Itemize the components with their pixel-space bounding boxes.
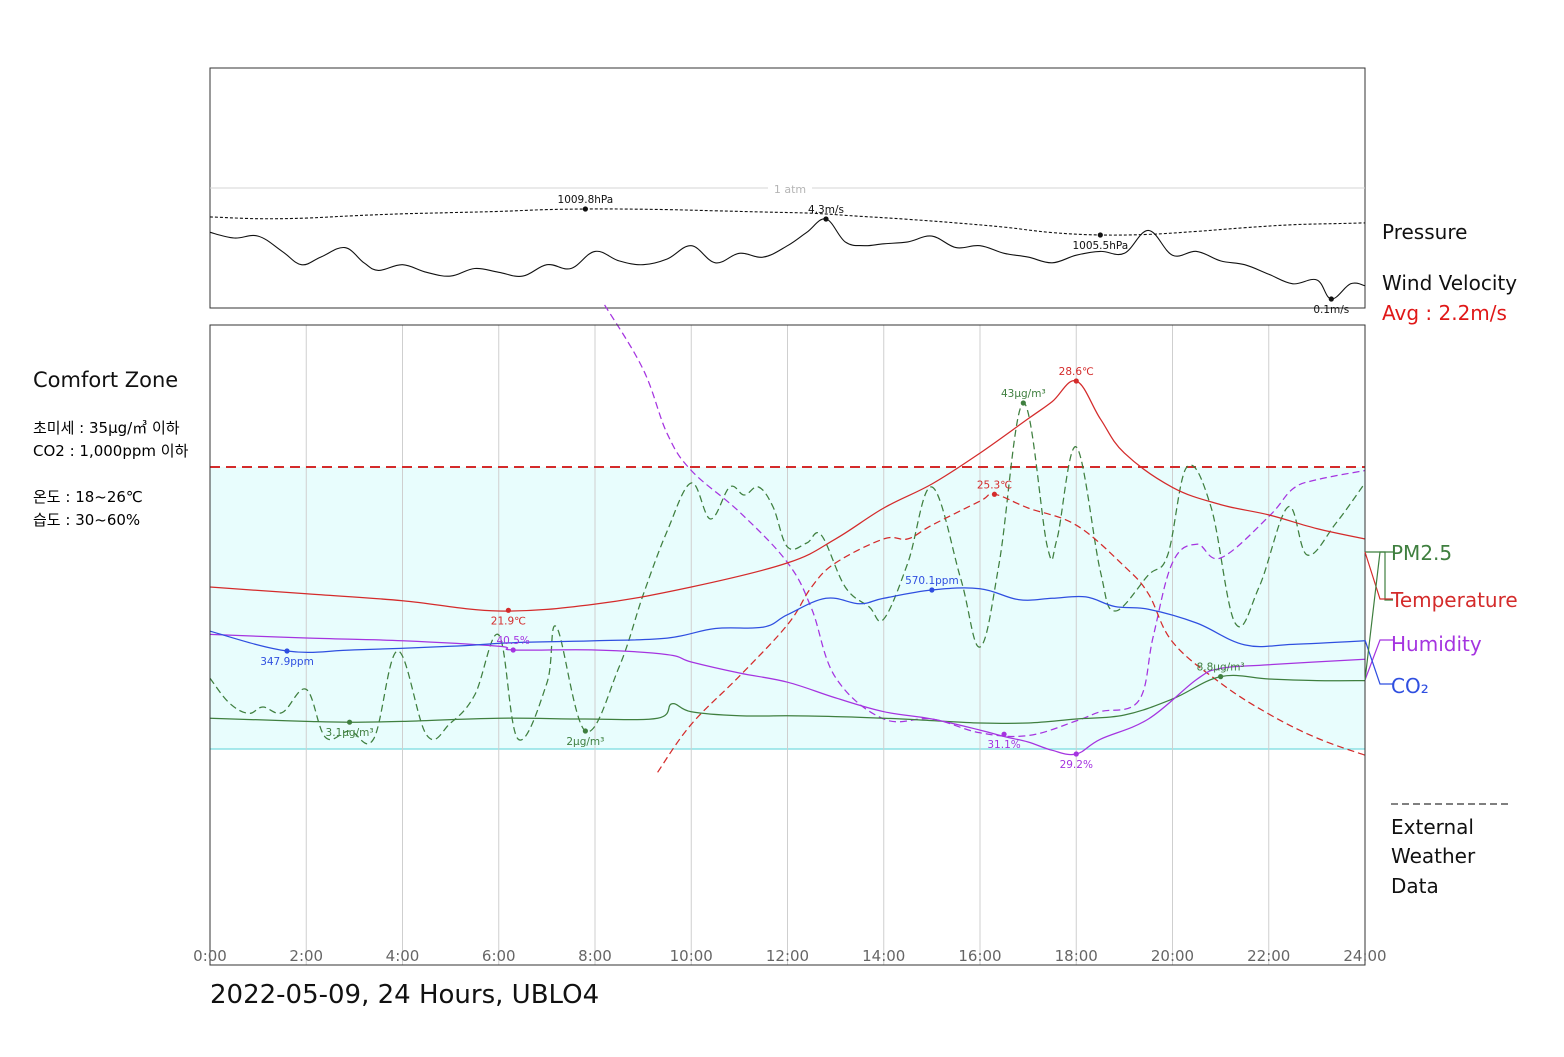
comfort-zone-humidity: 습도 : 30~60% <box>33 511 140 529</box>
data-point-label: 40.5% <box>497 635 530 647</box>
data-point-label: 1005.5hPa <box>1072 240 1128 252</box>
data-point-label: 3.1μg/m³ <box>326 727 374 739</box>
data-point-marker <box>346 719 353 725</box>
x-tick-label: 14:00 <box>862 947 905 965</box>
data-point-label: 28.6℃ <box>1059 366 1094 378</box>
x-axis-ticks: 0:00 2:00 4:00 6:00 8:00 10:00 12:00 14:00 16:00… <box>193 947 1386 965</box>
data-point-label: 570.1ppm <box>905 575 959 587</box>
x-tick-label: 2:00 <box>289 947 323 965</box>
pressure-label: Pressure <box>1382 220 1467 244</box>
legend-external-line-3: Data <box>1391 874 1439 898</box>
legend-connector-co2 <box>1364 639 1393 685</box>
legend-temperature: Temperature <box>1390 588 1518 612</box>
legend-connector-temperature <box>1364 551 1393 600</box>
series-line-temperature <box>209 380 1366 612</box>
series-line-pressure <box>209 208 1366 236</box>
legend-connector-humidity <box>1364 639 1393 681</box>
legend-co2: CO₂ <box>1391 674 1429 698</box>
data-point-label: 0.1m/s <box>1313 304 1349 316</box>
data-point-marker <box>1328 296 1334 302</box>
top-series-group <box>209 208 1366 300</box>
data-point-marker <box>1073 751 1079 757</box>
data-point-label: 8.8μg/m³ <box>1197 662 1245 674</box>
main-series-group <box>209 304 1366 773</box>
x-tick-label: 0:00 <box>193 947 227 965</box>
data-point-label: 31.1% <box>987 739 1020 751</box>
series-line-co2 <box>209 587 1366 654</box>
data-point-marker <box>823 216 829 222</box>
data-point-label: 29.2% <box>1060 759 1093 771</box>
series-line-pm25 <box>209 674 1366 725</box>
series-line-humidity-external <box>604 304 1366 738</box>
data-point-label: 43μg/m³ <box>1001 388 1046 400</box>
data-point-marker <box>284 648 290 654</box>
series-line-wind <box>209 218 1366 300</box>
comfort-zone-pm25: 초미세 : 35μg/㎥ 이하 <box>33 419 180 437</box>
x-tick-label: 16:00 <box>958 947 1001 965</box>
data-point-marker <box>1073 378 1079 384</box>
data-point-label: 25.3℃ <box>977 479 1012 491</box>
data-point-label: 21.9℃ <box>491 615 526 627</box>
comfort-zone-panel: Comfort Zone 초미세 : 35μg/㎥ 이하 CO2 : 1,000… <box>33 368 189 529</box>
data-point-marker <box>991 491 998 497</box>
x-tick-label: 4:00 <box>386 947 420 965</box>
comfort-zone-co2: CO2 : 1,000ppm 이하 <box>33 442 189 460</box>
comfort-zone-title: Comfort Zone <box>33 368 178 392</box>
chart-footer-title: 2022-05-09, 24 Hours, UBLO4 <box>210 980 599 1010</box>
series-line-pm25-external <box>209 402 1366 745</box>
main-panel: 21.9℃ 28.6℃ 25.3℃ 347.9ppm 570.1ppm 40.5% 29.2… <box>193 304 1387 966</box>
data-point-marker <box>1020 400 1026 406</box>
data-point-label: 2μg/m³ <box>566 736 604 748</box>
legend-humidity: Humidity <box>1391 632 1482 656</box>
one-atm-label: 1 atm <box>774 183 806 196</box>
data-point-marker <box>582 206 588 212</box>
data-point-marker <box>1218 674 1224 680</box>
x-tick-label: 24:00 <box>1343 947 1386 965</box>
data-point-label: 4.3m/s <box>808 204 844 216</box>
data-point-marker <box>510 647 516 653</box>
legend-external-line-1: External <box>1391 815 1474 839</box>
x-tick-label: 12:00 <box>766 947 809 965</box>
main-annotations-group: 21.9℃ 28.6℃ 25.3℃ 347.9ppm 570.1ppm 40.5% 29.2… <box>260 366 1244 771</box>
comfort-zone-temperature: 온도 : 18~26℃ <box>33 488 143 506</box>
grid-lines <box>305 325 1270 965</box>
data-point-marker <box>1097 232 1103 238</box>
series-line-humidity <box>209 633 1366 756</box>
legend: PM2.5 Temperature Humidity CO₂ External … <box>1364 541 1518 898</box>
x-tick-label: 18:00 <box>1055 947 1098 965</box>
data-point-marker <box>505 607 511 613</box>
pressure-wind-panel: 1 atm 1009.8hPa 1005.5hPa 4.3m/s 0.1m/s <box>209 67 1366 316</box>
x-tick-label: 20:00 <box>1151 947 1194 965</box>
legend-connector-pm25-b <box>1364 551 1393 681</box>
one-atm-label-bg <box>768 181 812 195</box>
data-point-label: 347.9ppm <box>260 656 314 668</box>
main-panel-frame <box>209 324 1366 966</box>
data-point-marker <box>929 587 935 593</box>
wind-velocity-label: Wind Velocity <box>1382 271 1517 295</box>
top-annotations-group: 1009.8hPa 1005.5hPa 4.3m/s 0.1m/s <box>558 194 1350 316</box>
x-tick-label: 8:00 <box>578 947 612 965</box>
x-tick-label: 6:00 <box>482 947 516 965</box>
x-tick-label: 22:00 <box>1247 947 1290 965</box>
data-point-marker <box>1001 731 1007 737</box>
data-point-label: 1009.8hPa <box>558 194 614 206</box>
x-tick-label: 10:00 <box>670 947 713 965</box>
legend-external-line-2: Weather <box>1391 844 1476 868</box>
data-point-marker <box>582 728 588 734</box>
wind-average-label: Avg : 2.2m/s <box>1382 301 1507 325</box>
legend-pm25: PM2.5 <box>1391 541 1452 565</box>
